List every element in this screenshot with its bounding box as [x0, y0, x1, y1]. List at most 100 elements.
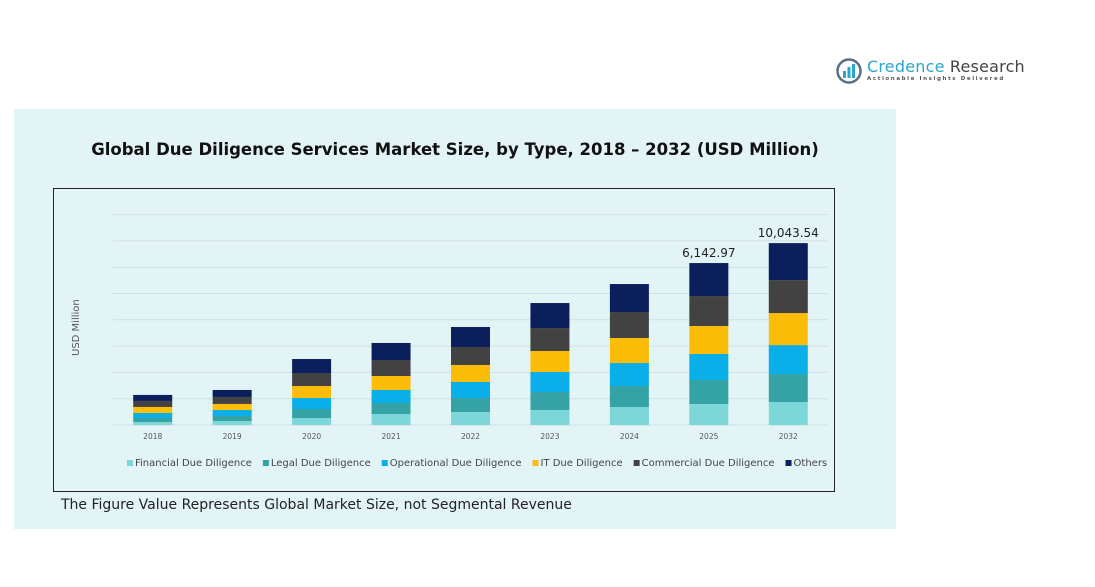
x-tick-label: 2024 [620, 432, 639, 441]
bar-segment [768, 313, 808, 346]
bar-segment [530, 303, 570, 329]
bar-stack-2020 [292, 359, 332, 425]
bar-segment [371, 403, 411, 415]
legend-label: Financial Due Diligence [135, 458, 252, 469]
bar-segment [689, 404, 729, 425]
x-tick-label: 2032 [779, 432, 798, 441]
data-labels: 6,142.97 10,043.54 [682, 226, 819, 260]
legend-item: Financial Due Diligence [127, 458, 252, 469]
bar-segment [530, 328, 570, 352]
footnote: The Figure Value Represents Global Marke… [61, 497, 572, 513]
bar-segment [133, 394, 173, 401]
bar-segment [371, 342, 411, 360]
bar-segment [371, 390, 411, 404]
bar-segment [212, 415, 252, 421]
brand-tagline: Actionable Insights Delivered [867, 76, 1005, 82]
bar-segment [451, 364, 490, 382]
chart-panel [14, 109, 896, 529]
bar-segment [530, 372, 570, 393]
data-label: 10,043.54 [758, 226, 819, 240]
bar-segment [451, 381, 490, 398]
y-axis-label: USD Million [71, 299, 82, 356]
legend-item: Commercial Due Diligence [633, 458, 775, 469]
bar-segment [689, 354, 729, 381]
bar-segment [609, 312, 649, 339]
x-tick-label: 2021 [382, 432, 401, 441]
bar-segment [212, 396, 252, 404]
bar-stack-2019 [212, 389, 252, 425]
bar-segment [451, 327, 490, 347]
bar-segment [451, 411, 490, 425]
legend: Financial Due Diligence Legal Due Diligen… [127, 458, 827, 469]
legend-item: Legal Due Diligence [262, 458, 371, 469]
bar-segment [133, 417, 173, 422]
bar-stack-2024 [609, 284, 649, 425]
bar-segment [530, 392, 570, 410]
legend-swatch [262, 460, 269, 466]
legend-swatch [381, 460, 388, 466]
bar-segment [451, 397, 490, 412]
bar-segment [212, 403, 252, 410]
bar-segment [768, 402, 808, 425]
bar-segment [133, 406, 173, 413]
bar-segment [768, 243, 808, 281]
legend-label: Others [794, 458, 828, 469]
bar-segment [212, 409, 252, 416]
legend-item: IT Due Diligence [532, 458, 623, 469]
bars [133, 243, 808, 425]
data-label: 6,142.97 [682, 246, 735, 260]
legend-label: Operational Due Diligence [390, 458, 522, 469]
legend-swatch [785, 460, 792, 466]
bar-segment [292, 386, 332, 399]
bar-segment [451, 346, 490, 365]
bar-segment [212, 420, 252, 425]
legend-item: Operational Due Diligence [381, 458, 522, 469]
bar-segment [689, 326, 729, 355]
bar-segment [292, 398, 332, 410]
bar-segment [212, 389, 252, 397]
bar-segment [689, 263, 729, 297]
legend-item: Others [785, 458, 828, 469]
chart-frame [53, 188, 835, 492]
bar-segment [609, 407, 649, 425]
brand-logo: Credence Research Actionable Insights De… [836, 57, 1026, 87]
bar-segment [768, 374, 808, 403]
bar-segment [768, 345, 808, 375]
bar-stack-2032 [768, 243, 808, 425]
bar-stack-2023 [530, 303, 570, 425]
legend-label: Commercial Due Diligence [642, 458, 775, 469]
x-tick-label: 2018 [143, 432, 162, 441]
bar-segment [609, 284, 649, 313]
bar-segment [292, 359, 332, 374]
x-tick-label: 2019 [223, 432, 242, 441]
bar-segment [371, 359, 411, 377]
bar-segment [689, 296, 729, 327]
x-tick-label: 2025 [699, 432, 718, 441]
bar-segment [133, 400, 173, 407]
bar-stack-2018 [133, 394, 173, 425]
bar-stack-2021 [371, 342, 411, 425]
x-tick-label: 2020 [302, 432, 321, 441]
bar-segment [768, 280, 808, 314]
bar-segment [689, 380, 729, 405]
bar-stack-2022 [451, 327, 490, 425]
x-tick-label: 2022 [461, 432, 480, 441]
chart-title: Global Due Diligence Services Market Siz… [91, 140, 819, 159]
brand-name: Credence Research [867, 57, 1025, 76]
legend-swatch [127, 460, 133, 466]
x-tick-label: 2023 [540, 432, 559, 441]
bar-segment [609, 386, 649, 408]
bar-segment [292, 418, 332, 425]
legend-label: Legal Due Diligence [271, 458, 371, 469]
legend-swatch [532, 460, 539, 466]
bar-segment [133, 412, 173, 418]
logo-bars-icon [836, 58, 862, 84]
x-axis-ticks: 2018 2019 2020 2021 2022 2023 2024 2025 2032 [143, 432, 798, 441]
legend-label: IT Due Diligence [541, 458, 623, 469]
bar-segment [292, 409, 332, 419]
bar-segment [530, 409, 570, 425]
legend-swatch [633, 460, 640, 466]
bar-segment [133, 421, 173, 425]
bar-stack-2025 [689, 263, 729, 425]
